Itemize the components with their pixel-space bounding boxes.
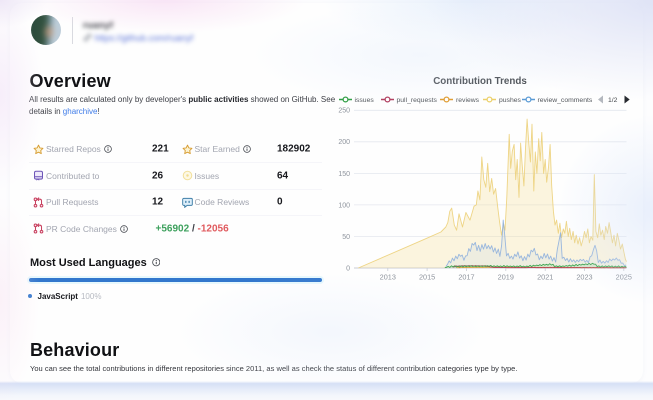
- svg-text:2023: 2023: [576, 272, 592, 281]
- svg-text:2017: 2017: [458, 272, 474, 281]
- svg-text:pushes: pushes: [499, 97, 522, 104]
- svg-text:pull_requests: pull_requests: [397, 97, 438, 104]
- svg-text:0: 0: [346, 265, 350, 272]
- svg-text:150: 150: [338, 171, 350, 178]
- svg-text:reviews: reviews: [456, 97, 480, 104]
- svg-text:250: 250: [338, 108, 350, 115]
- svg-text:2013: 2013: [380, 272, 396, 281]
- svg-text:200: 200: [338, 139, 350, 146]
- svg-text:1/2: 1/2: [608, 97, 618, 104]
- svg-text:Contribution Trends: Contribution Trends: [433, 76, 527, 87]
- svg-text:2015: 2015: [419, 272, 435, 281]
- svg-text:2025: 2025: [616, 272, 632, 281]
- svg-text:2021: 2021: [537, 272, 553, 281]
- svg-text:review_comments: review_comments: [538, 97, 593, 104]
- svg-text:100: 100: [338, 202, 350, 209]
- svg-text:issues: issues: [355, 97, 375, 104]
- svg-text:2019: 2019: [498, 272, 514, 281]
- svg-text:50: 50: [342, 234, 350, 241]
